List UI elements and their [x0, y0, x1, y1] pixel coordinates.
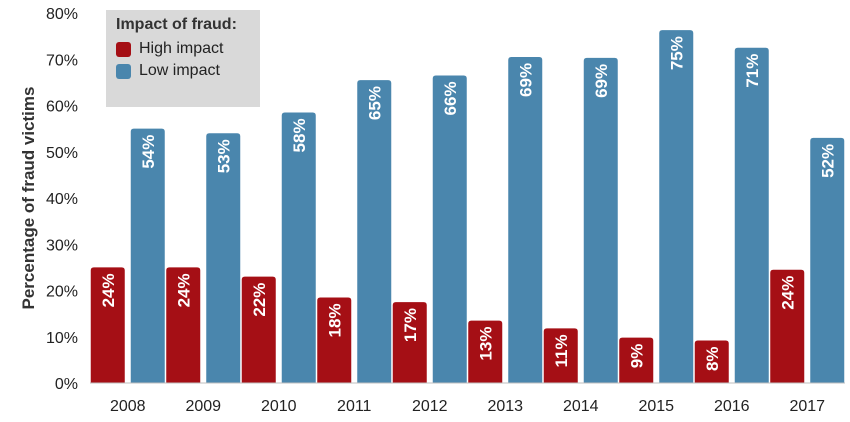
bar-high-impact [543, 328, 578, 383]
x-tick-label: 2008 [110, 398, 146, 415]
bar-low-impact [508, 56, 543, 383]
y-tick-label: 80% [46, 6, 78, 23]
y-tick-label: 10% [46, 330, 78, 347]
data-label: 58% [290, 118, 309, 152]
bar-high-impact [392, 302, 427, 383]
data-label: 11% [552, 334, 571, 367]
x-tick-label: 2012 [412, 398, 448, 415]
x-axis: 2008 2009 2010 2011 2012 2013 2014 2015 2016 2017 [90, 382, 845, 415]
bar-high-impact [468, 320, 503, 383]
x-tick-label: 2013 [487, 398, 523, 415]
bar-high-impact [317, 297, 352, 383]
bar-low-impact [130, 128, 165, 383]
legend-title: Impact of fraud: [116, 16, 237, 33]
legend-item-high-impact: High impact [116, 40, 250, 58]
bar-low-impact [206, 133, 241, 383]
bar-low-impact [357, 80, 392, 383]
data-label: 13% [476, 327, 495, 361]
y-axis-label: Percentage of fraud victims [19, 87, 38, 310]
legend-swatch-low-impact [116, 63, 131, 79]
y-tick-label: 40% [46, 191, 78, 208]
bar-low-impact [659, 30, 694, 384]
bar-low-impact [810, 137, 845, 383]
bar-high-impact [619, 337, 654, 383]
legend-item-low-impact: Low impact [116, 62, 250, 80]
x-tick-label: 2015 [638, 398, 674, 415]
bar-high-impact [90, 267, 125, 383]
data-label: 66% [441, 81, 460, 115]
bar-low-impact [583, 57, 618, 384]
y-tick-label: 60% [46, 99, 78, 116]
legend-label-high-impact: High impact [139, 40, 224, 57]
y-tick-label: 20% [46, 284, 78, 301]
data-label: 71% [743, 54, 762, 88]
data-label: 54% [139, 135, 158, 169]
data-label: 24% [174, 273, 193, 307]
y-tick-label: 50% [46, 145, 78, 162]
bar-high-impact [241, 276, 276, 383]
data-label: 53% [214, 139, 233, 173]
y-tick-label: 30% [46, 237, 78, 254]
bar-high-impact [770, 269, 805, 383]
bar-high-impact [166, 267, 201, 383]
data-label: 22% [250, 283, 269, 317]
bar-high-impact [694, 340, 729, 383]
legend-swatch-high-impact [116, 41, 131, 57]
x-tick-label: 2009 [185, 398, 221, 415]
data-label: 9% [627, 344, 646, 369]
bars: 24% 54% 24% 53% 22% 58% 18% 65% 17% 66% 13% 69% 11% 6… [90, 30, 845, 384]
bar-low-impact [281, 112, 316, 383]
data-label: 18% [325, 303, 344, 337]
x-tick-label: 2010 [261, 398, 297, 415]
x-tick-label: 2011 [337, 398, 372, 415]
data-label: 17% [401, 308, 420, 342]
legend-label-low-impact: Low impact [139, 62, 220, 79]
legend: Impact of fraud: High impact Low impact [106, 10, 260, 107]
data-label: 69% [516, 63, 535, 97]
bar-low-impact [734, 47, 769, 383]
data-label: 24% [778, 276, 797, 310]
x-tick-label: 2016 [714, 398, 750, 415]
bar-low-impact [432, 75, 467, 383]
data-label: 24% [99, 273, 118, 307]
data-label: 8% [703, 346, 722, 371]
y-axis: 0% 10% 20% 30% 40% 50% 60% 70% 80% [46, 6, 78, 393]
data-label: 52% [818, 144, 837, 178]
y-tick-label: 70% [46, 52, 78, 69]
data-label: 65% [365, 86, 384, 120]
y-tick-label: 0% [55, 376, 78, 393]
data-label: 69% [592, 64, 611, 98]
data-label: 75% [667, 36, 686, 70]
x-tick-label: 2014 [563, 398, 599, 415]
x-tick-label: 2017 [789, 398, 825, 415]
